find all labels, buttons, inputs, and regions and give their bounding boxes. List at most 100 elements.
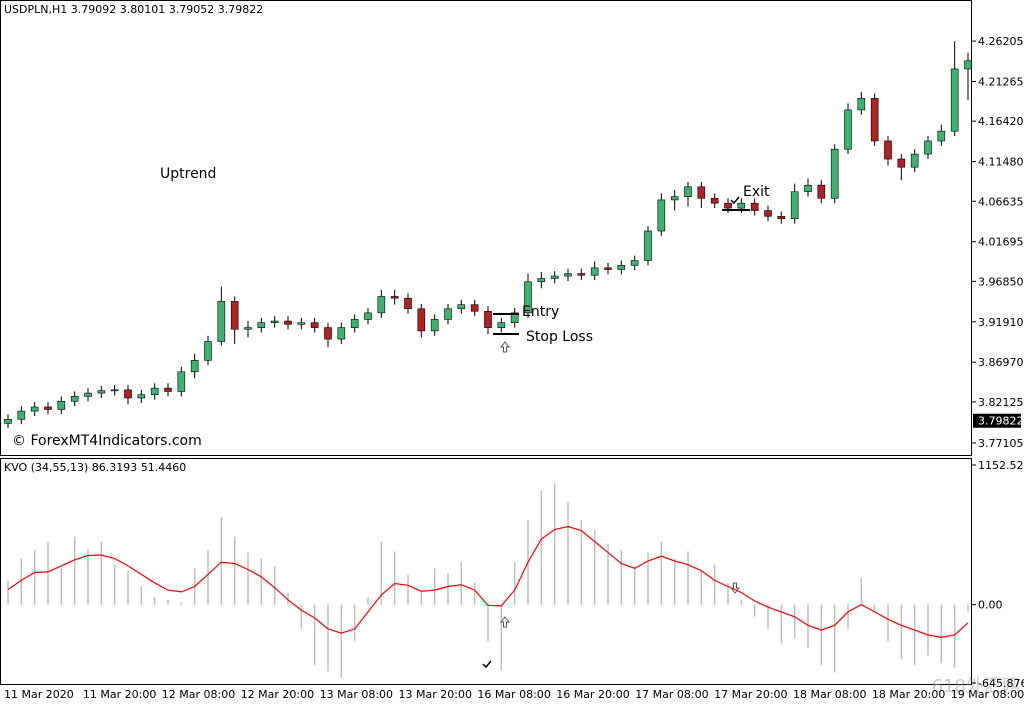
stop-loss-label: Stop Loss (526, 329, 593, 345)
candle-body (404, 297, 412, 310)
candle-body (844, 109, 852, 150)
candle-body (870, 98, 879, 142)
candle-body (284, 320, 292, 325)
y-tick-label: 1152.5245 (978, 459, 1024, 472)
copyright: © ForexMT4Indicators.com (12, 433, 202, 449)
price-panel (0, 0, 972, 456)
candle-body (777, 215, 786, 220)
candle-body (884, 140, 892, 160)
y-tick-label: 4.11480 (978, 156, 1024, 169)
candle-body (790, 191, 799, 220)
candle-body (164, 387, 172, 392)
candle-body (430, 319, 439, 332)
x-tick-label: 17 Mar 08:00 (635, 688, 708, 701)
candle-body (97, 390, 106, 394)
x-tick-label: 11 Mar 2020 (4, 688, 74, 701)
x-tick-label: 19 Mar 08:00 (951, 688, 1024, 701)
x-tick-label: 17 Mar 20:00 (714, 688, 787, 701)
candle-body (670, 196, 679, 201)
candle-body (737, 202, 746, 209)
candle-body (57, 400, 66, 410)
exit-check-mark (730, 196, 740, 205)
candle-body (577, 273, 586, 276)
candle-body (617, 265, 626, 270)
candle-body (17, 410, 26, 420)
candle-body (590, 267, 599, 276)
indicator-panel (0, 458, 972, 685)
chart-header: USDPLN,H1 3.79092 3.80101 3.79052 3.7982… (4, 3, 263, 16)
candle-body (550, 275, 559, 279)
candle-body (390, 296, 399, 299)
candle-body (630, 260, 639, 266)
exit-label: Exit (743, 184, 770, 200)
x-tick-label: 16 Mar 20:00 (556, 688, 629, 701)
candle-body (337, 327, 346, 340)
candle-body (964, 60, 972, 70)
candle-body (510, 312, 519, 323)
y-tick-label: 4.16420 (978, 115, 1024, 128)
candle-body (697, 186, 706, 199)
y-tick-label: 4.21265 (978, 76, 1024, 89)
candle-body (217, 301, 226, 342)
y-tick-label: 3.91910 (978, 316, 1024, 329)
x-tick-label: 18 Mar 20:00 (872, 688, 945, 701)
marks: 4.26205 4.21265 4.16420 4.11480 4.06635 4.016… (4, 35, 1024, 690)
candle-body (244, 327, 252, 330)
candle-body (497, 322, 506, 328)
y-tick-label: 3.96850 (978, 275, 1024, 288)
candle-body (910, 153, 919, 168)
candle-body (937, 130, 946, 142)
x-tick-label: 12 Mar 08:00 (162, 688, 235, 701)
y-tick-label: 3.86970 (978, 356, 1024, 369)
buy-arrow-indicator (499, 616, 511, 628)
x-tick-label: 13 Mar 20:00 (399, 688, 472, 701)
candle-body (230, 301, 239, 330)
candle-body (684, 186, 692, 197)
candle-body (537, 278, 546, 283)
watermark: 618外汇网 (932, 676, 1020, 697)
x-tick-label: 18 Mar 08:00 (793, 688, 866, 701)
candle-body (257, 322, 266, 328)
candle-body (724, 202, 732, 209)
candle-body (310, 322, 319, 328)
candle-body (350, 319, 359, 328)
candle-body (70, 396, 79, 402)
y-tick-label: 0.00 (978, 599, 1003, 612)
candle-body (177, 371, 186, 392)
candle-body (417, 308, 426, 332)
candle-body (924, 140, 932, 155)
candle-body (110, 389, 119, 392)
candle-body (190, 360, 199, 373)
candle-body (817, 184, 826, 199)
candle-body (150, 387, 159, 396)
candle-body (204, 341, 212, 361)
candle-body (444, 308, 452, 320)
candle-body (657, 199, 666, 232)
candle-body (950, 68, 959, 132)
y-tick-label: 3.77105 (978, 437, 1024, 450)
sell-arrow-indicator (729, 582, 741, 594)
candle-body (30, 406, 39, 412)
candle-body (644, 230, 652, 261)
x-tick-label: 13 Mar 08:00 (320, 688, 393, 701)
check-mark (482, 660, 492, 669)
x-tick-label: 11 Mar 20:00 (83, 688, 156, 701)
candle-body (270, 320, 279, 323)
y-tick-label: 4.26205 (978, 35, 1024, 48)
y-tick-label: 4.06635 (978, 195, 1024, 208)
candle-body (364, 312, 372, 320)
last-price-label: 3.79822 (978, 415, 1024, 428)
last-price-box (973, 413, 1021, 428)
candle-body (124, 389, 132, 399)
y-tick-label: 3.82125 (978, 396, 1024, 409)
candle-body (804, 184, 812, 193)
candle-body (830, 148, 839, 199)
indicator-header: KVO (34,55,13) 86.3193 51.4460 (4, 461, 186, 474)
candle-body (564, 273, 572, 277)
x-tick-label: 16 Mar 08:00 (477, 688, 550, 701)
buy-arrow (499, 341, 511, 353)
candle-body (470, 304, 479, 312)
candle-body (457, 304, 466, 310)
